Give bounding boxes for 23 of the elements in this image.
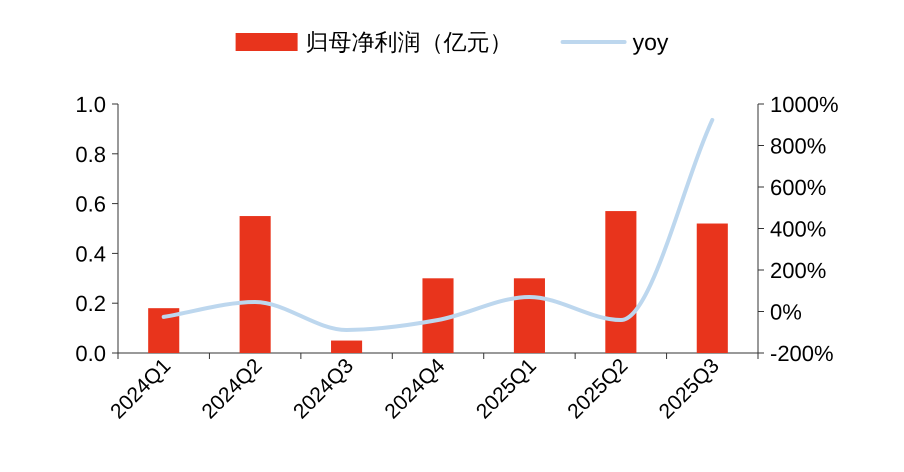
bar <box>331 340 362 353</box>
legend-label: yoy <box>632 29 669 55</box>
y2-tick-label: 0% <box>770 300 802 324</box>
y-tick-label: 0.8 <box>75 142 106 167</box>
bar <box>240 216 271 353</box>
y2-tick-label: -200% <box>770 341 834 366</box>
bar <box>514 278 545 353</box>
bar <box>148 308 180 353</box>
y2-tick-label: 200% <box>770 258 826 283</box>
y-tick-label: 1.0 <box>75 92 106 117</box>
y-tick-label: 0.0 <box>75 341 106 366</box>
y-tick-label: 0.2 <box>75 291 106 316</box>
y-tick-label: 0.4 <box>75 241 106 266</box>
y2-tick-label: 400% <box>770 216 826 242</box>
bar <box>605 211 636 353</box>
y-tick-label: 0.6 <box>75 192 106 217</box>
y2-tick-label: 600% <box>770 175 826 200</box>
bar <box>696 224 728 353</box>
y2-tick-label: 1000% <box>770 92 839 117</box>
line-series <box>162 118 714 332</box>
y2-tick-label: 800% <box>770 134 826 158</box>
legend-label: 归母净利润（亿元） <box>306 29 513 55</box>
bar <box>422 278 454 353</box>
